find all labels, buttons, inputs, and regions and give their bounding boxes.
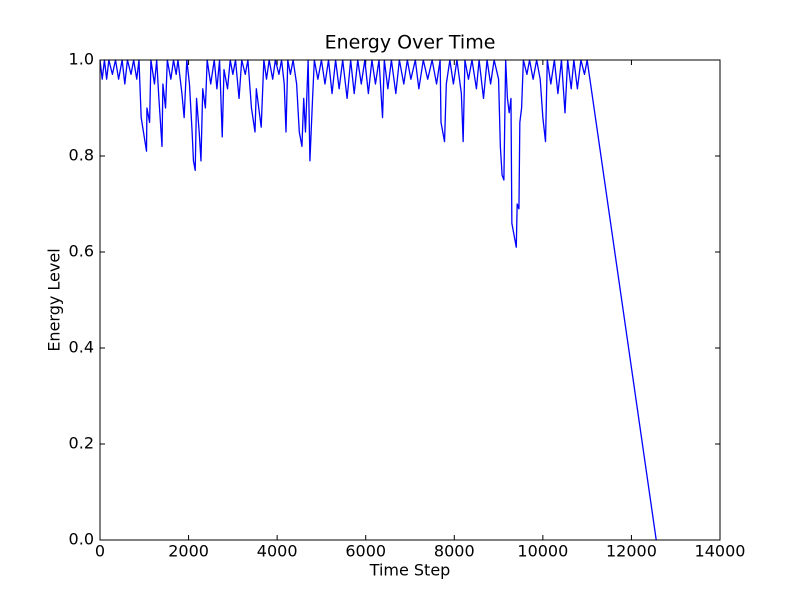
- x-tick-label: 10000: [517, 542, 568, 561]
- x-tick-label: 4000: [257, 542, 298, 561]
- y-axis-label: Energy Level: [45, 248, 64, 351]
- y-tick-label: 1.0: [69, 50, 94, 69]
- x-tick-label: 6000: [345, 542, 386, 561]
- x-tick-label: 2000: [168, 542, 209, 561]
- y-tick-label: 0.6: [69, 242, 94, 261]
- x-axis-label: Time Step: [369, 561, 451, 580]
- y-tick-label: 0.8: [69, 146, 94, 165]
- y-tick-label: 0.0: [69, 530, 94, 549]
- x-tick-label: 0: [95, 542, 105, 561]
- x-tick-label: 8000: [434, 542, 475, 561]
- x-tick-label: 12000: [606, 542, 657, 561]
- plot-frame: [99, 59, 721, 541]
- data-line: [99, 59, 657, 541]
- y-tick-label: 0.4: [69, 338, 94, 357]
- x-tick-label: 14000: [695, 542, 746, 561]
- y-tick-label: 0.2: [69, 434, 94, 453]
- chart-title: Energy Over Time: [325, 32, 496, 54]
